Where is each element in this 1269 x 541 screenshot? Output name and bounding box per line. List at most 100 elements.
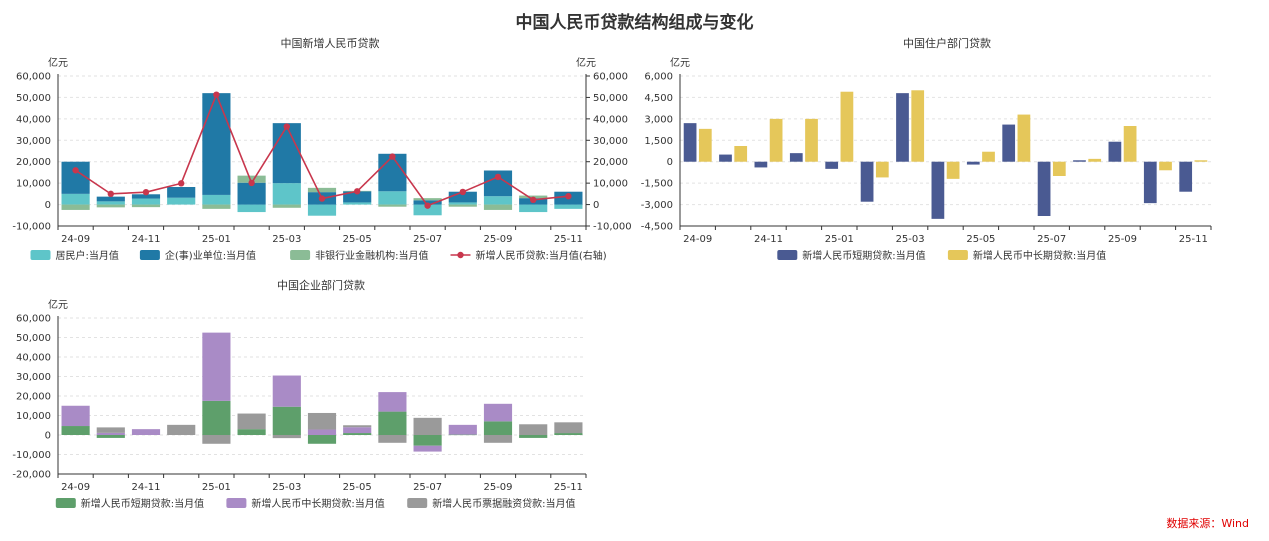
bar-household-long (1159, 161, 1172, 171)
y-tick-label-right: 30,000 (593, 136, 628, 147)
y-axis-unit: 亿元 (670, 56, 690, 69)
legend-item[interactable]: 新增人民币短期贷款:当月值 (777, 249, 926, 262)
legend-swatch-icon (407, 498, 428, 508)
y-tick-label: 1,500 (644, 136, 673, 147)
bar-total-nonbank (483, 204, 513, 210)
legend-item[interactable]: 新增人民币短期贷款:当月值 (55, 497, 204, 510)
x-tick-label: 25-07 (1037, 234, 1066, 245)
bar-total-household (167, 197, 196, 205)
y-tick-label: 30,000 (16, 372, 51, 383)
bar-total-household (307, 204, 337, 216)
line-point (494, 173, 502, 181)
legend-item[interactable]: 新增人民币中长期贷款:当月值 (947, 249, 1106, 262)
bar-household-long (911, 90, 925, 162)
bar-total-household (378, 191, 407, 205)
y-tick-label: 60,000 (16, 314, 51, 325)
bar-household-short (825, 161, 839, 169)
x-tick-label: 24-11 (131, 482, 160, 493)
x-tick-label: 25-03 (896, 234, 925, 245)
bar-enterprise-ent_short (343, 433, 372, 435)
legend-label: 非银行业金融机构:当月值 (315, 249, 428, 262)
legend-item[interactable]: 新增人民币票据融资贷款:当月值 (407, 497, 576, 510)
bar-total-enterprise (413, 200, 442, 205)
bar-total-enterprise (343, 191, 372, 203)
bar-enterprise-ent_short (272, 406, 301, 435)
legend-swatch-icon (777, 250, 798, 260)
y-tick-label: 40,000 (16, 353, 51, 364)
x-tick-label: 25-05 (966, 234, 995, 245)
y-tick-label-right: 60,000 (593, 72, 628, 83)
bar-total-enterprise (61, 161, 90, 194)
legend-marker-icon (457, 251, 464, 259)
bar-enterprise-ent_short (378, 411, 407, 435)
y-tick-label: -4,500 (641, 222, 673, 233)
bar-household-long (1194, 160, 1208, 162)
bar-enterprise-ent_bill (343, 425, 372, 428)
y-tick-label: 20,000 (16, 157, 51, 168)
bar-total-nonbank (448, 204, 477, 207)
bar-enterprise-ent_long (448, 424, 477, 435)
y-tick-label: 3,000 (644, 114, 673, 125)
line-point (213, 91, 220, 98)
legend-label: 新增人民币贷款:当月值(右轴) (476, 249, 607, 262)
bar-enterprise-ent_long (61, 405, 90, 427)
bar-enterprise-ent_short (413, 435, 442, 446)
y-tick-label-right: 10,000 (593, 179, 628, 190)
bar-enterprise-ent_short (448, 434, 477, 436)
x-tick-label: 25-05 (343, 482, 372, 493)
y-tick-label: 30,000 (16, 136, 51, 147)
bar-total-household (272, 183, 301, 205)
bar-total-nonbank (202, 204, 231, 209)
bar-enterprise-ent_bill (413, 417, 442, 435)
bar-total-enterprise (378, 153, 407, 192)
y-tick-label-right: 50,000 (593, 93, 628, 104)
bar-enterprise-ent_long (378, 392, 407, 412)
line-point (142, 188, 150, 196)
bar-household-long (875, 161, 889, 178)
y-tick-label: 4,500 (644, 93, 673, 104)
legend-item[interactable]: 企(事)业单位:当月值 (139, 249, 256, 262)
bar-enterprise-ent_bill (237, 413, 266, 430)
legend-label: 居民户:当月值 (56, 249, 119, 262)
x-tick-label: 25-05 (343, 234, 372, 245)
bar-total-enterprise (131, 194, 161, 199)
x-tick-label: 25-01 (202, 482, 231, 493)
legend-item[interactable]: 非银行业金融机构:当月值 (290, 249, 428, 262)
bar-total-household (237, 204, 266, 213)
bar-household-long (840, 91, 854, 162)
y-tick-label: -3,000 (641, 200, 673, 211)
bar-enterprise-ent_long (483, 403, 513, 422)
line-point (107, 190, 115, 198)
bar-total-household (343, 202, 372, 205)
bar-enterprise-ent_short (307, 435, 337, 444)
legend-item[interactable]: 新增人民币贷款:当月值(右轴) (450, 249, 607, 262)
y-tick-label: 50,000 (16, 333, 51, 344)
bar-enterprise-ent_short (519, 435, 548, 438)
y-tick-label: 6,000 (644, 72, 673, 83)
bar-enterprise-ent_bill (519, 424, 548, 435)
x-tick-label: 25-03 (272, 482, 301, 493)
bar-enterprise-ent_long (96, 432, 125, 435)
bar-enterprise-ent_short (554, 433, 583, 435)
y-tick-label: 10,000 (16, 179, 51, 190)
bar-household-short (719, 154, 732, 162)
bar-enterprise-ent_short (96, 435, 125, 438)
y-tick-label-right: 0 (593, 200, 599, 211)
x-tick-label: 25-07 (413, 234, 442, 245)
bar-enterprise-ent_long (343, 427, 372, 434)
bar-enterprise-ent_short (61, 426, 90, 435)
bar-total-household (554, 204, 583, 209)
bar-enterprise-ent_long (307, 429, 337, 435)
bar-total-household (61, 193, 90, 205)
legend-item[interactable]: 居民户:当月值 (30, 249, 119, 262)
y-tick-label: 0 (45, 200, 51, 211)
x-tick-label: 24-09 (61, 234, 90, 245)
bar-household-long (769, 118, 783, 162)
bar-household-short (1108, 141, 1122, 162)
line-point (459, 188, 466, 196)
bar-household-long (734, 146, 748, 162)
legend-label: 企(事)业单位:当月值 (165, 249, 256, 262)
bar-household-short (1073, 160, 1086, 162)
bar-total-enterprise (96, 196, 125, 202)
legend-item[interactable]: 新增人民币中长期贷款:当月值 (226, 497, 385, 510)
